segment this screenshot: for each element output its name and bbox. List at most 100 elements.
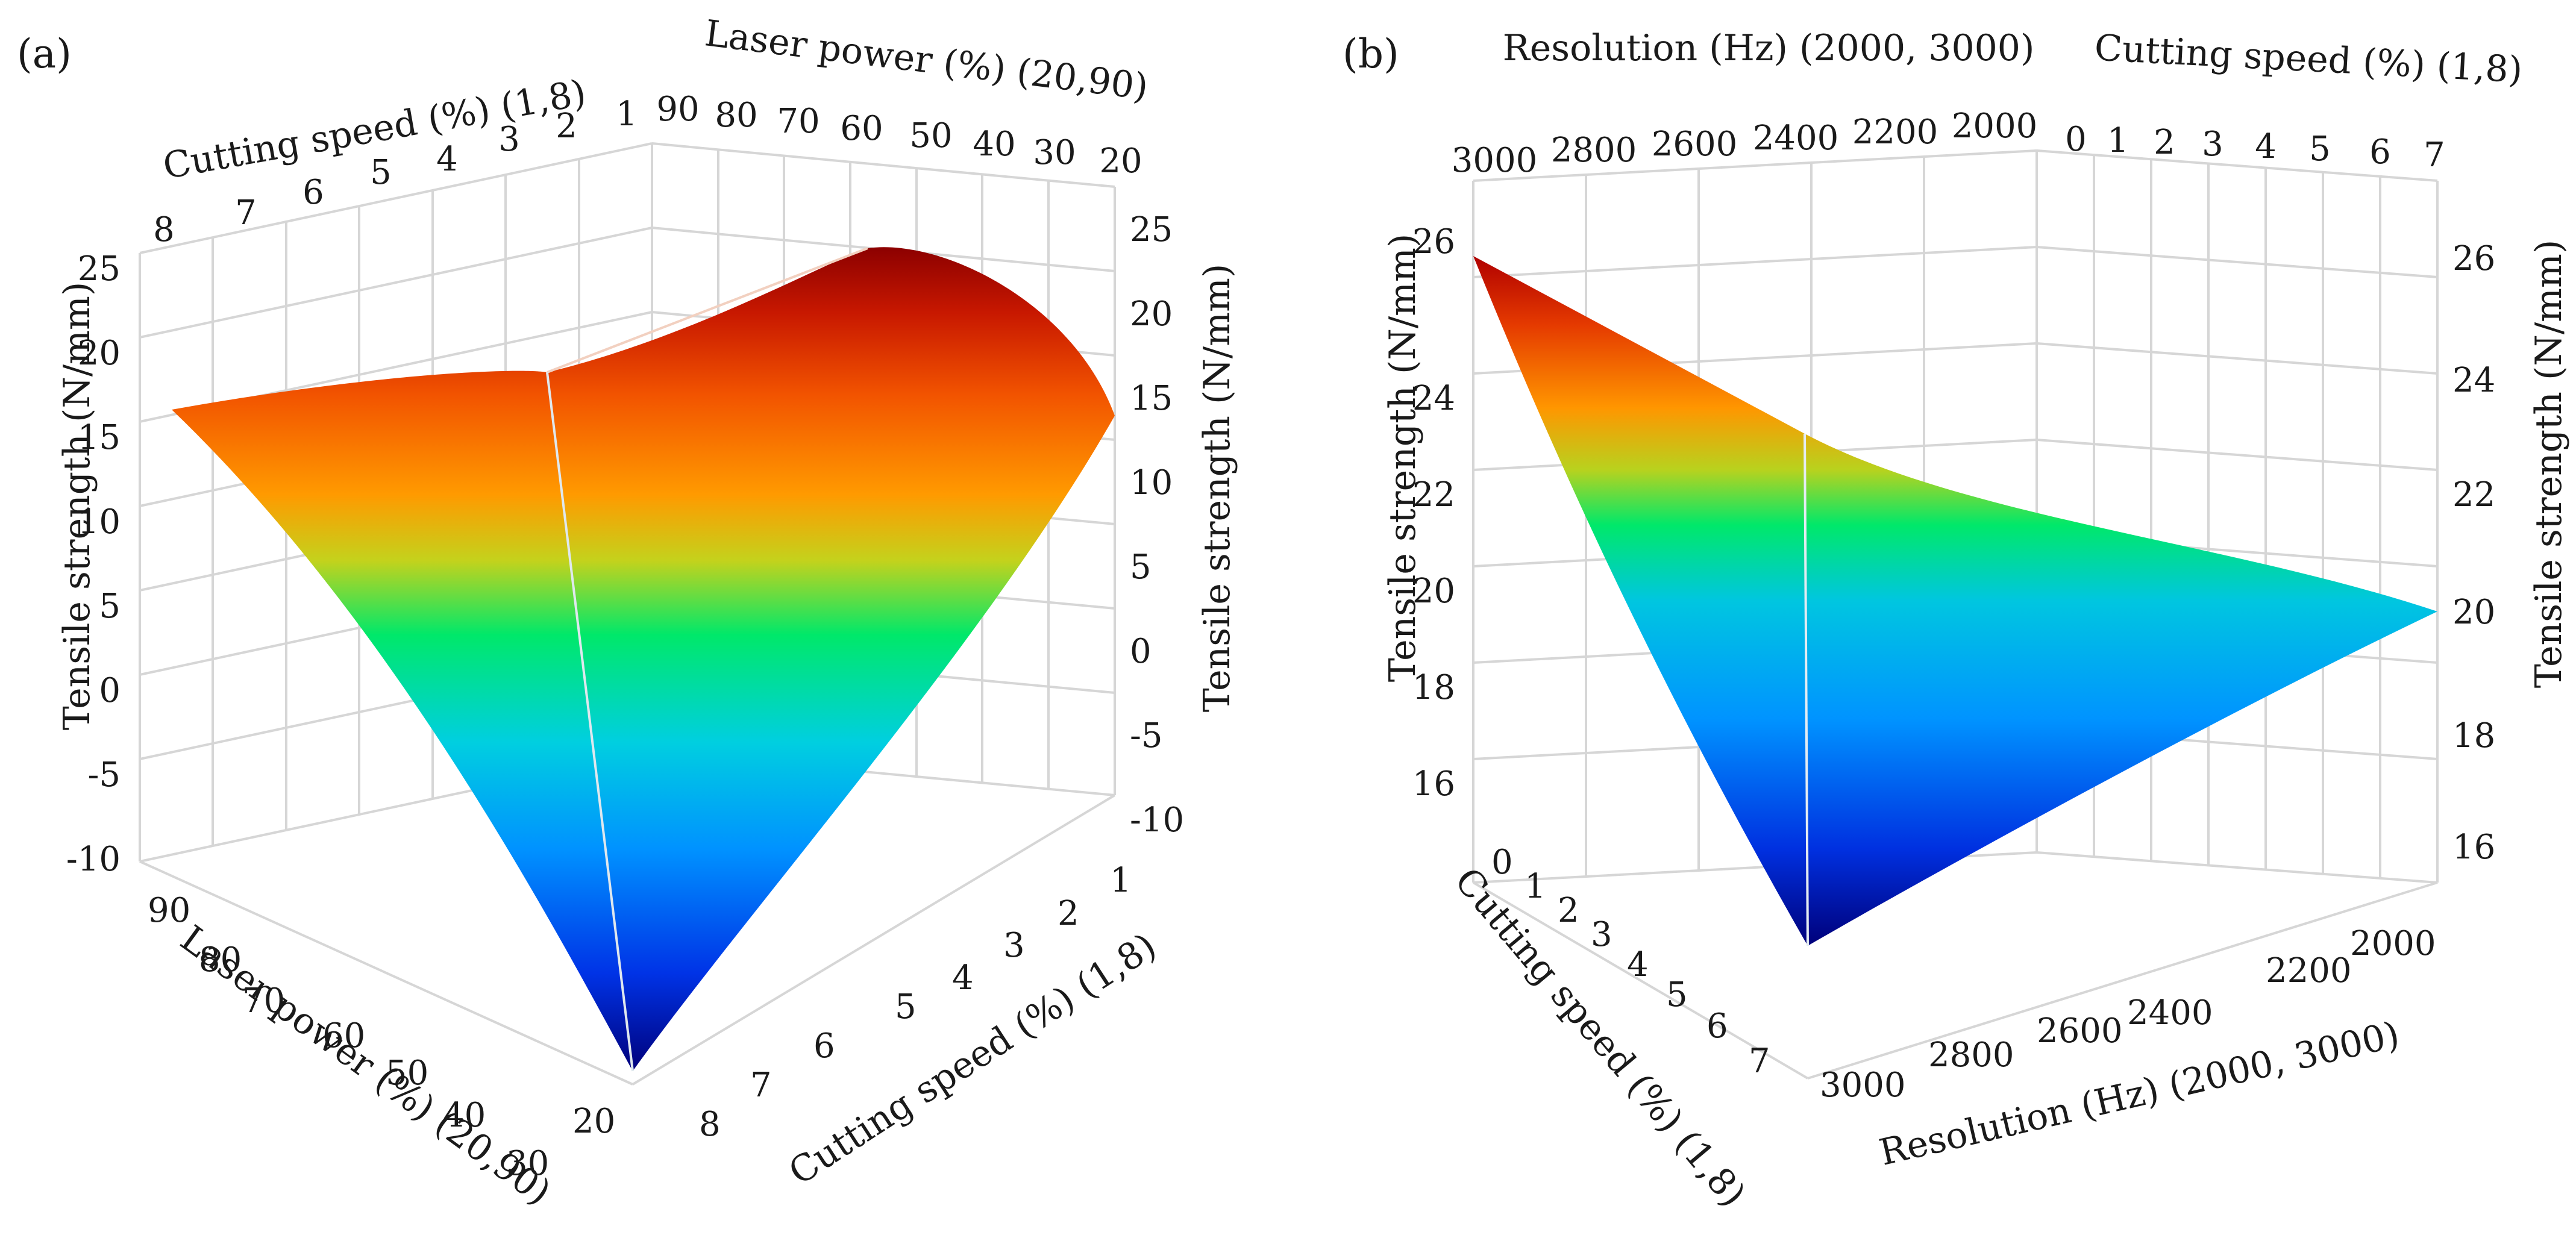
panel-a-by-tick: 2 <box>1058 894 1079 933</box>
panel-b-bx-tick: 2800 <box>1928 1036 2014 1075</box>
panel-b-by-tick: 6 <box>1706 1007 1728 1046</box>
panel-a-zr-tick: 15 <box>1130 379 1173 418</box>
panel-a-ty-tick: 7 <box>235 193 257 233</box>
panel-a-zr-tick: -5 <box>1130 716 1163 755</box>
panel-a: (a) <box>17 12 1238 1213</box>
panel-a-ridge-lines <box>546 247 868 1072</box>
panel-b-tx-tick: 3000 <box>1452 141 1538 180</box>
panel-b-tx-tick: 2200 <box>1852 113 1938 152</box>
panel-b-z-left-ticks: 16 18 20 22 24 26 <box>1412 222 1455 804</box>
panel-a-surface <box>172 247 1115 1071</box>
panel-b-zr-tick: 24 <box>2452 361 2495 400</box>
panel-b-tx-tick: 2400 <box>1753 119 1839 158</box>
panel-a-zl-tick: -10 <box>66 840 121 879</box>
panel-b-bx-tick: 2400 <box>2127 993 2213 1033</box>
panel-a-by-tick: 4 <box>952 958 974 998</box>
panel-b-by-tick: 7 <box>1749 1042 1770 1081</box>
panel-a-tx-tick: 50 <box>909 116 952 155</box>
panel-b-by-tick: 3 <box>1591 915 1612 954</box>
panel-b-ty-tick: 6 <box>2369 133 2391 172</box>
panel-b-ridge-line <box>1804 433 1809 946</box>
panel-a-tx-tick: 40 <box>973 125 1015 164</box>
panel-a-bx-tick: 80 <box>199 940 242 980</box>
panel-a-tx-tick: 60 <box>840 109 883 148</box>
panel-b-by-tick: 1 <box>1525 867 1546 906</box>
panel-a-z-left-ticks: -10 -5 0 5 10 15 20 25 <box>66 249 121 879</box>
panel-a-bx-tick: 50 <box>386 1054 428 1093</box>
panel-b-zr-tick: 16 <box>2452 828 2495 867</box>
panel-a-zl-tick: 10 <box>78 502 121 542</box>
panel-a-top-x-ticks: 90 80 70 60 50 40 30 20 <box>656 90 1142 181</box>
panel-a-by-tick: 8 <box>699 1105 721 1144</box>
panel-a-tx-tick: 80 <box>715 96 757 135</box>
panel-a-tx-tick: 70 <box>777 102 819 141</box>
panel-a-zr-tick: -10 <box>1130 801 1184 840</box>
panel-a-bx-tick: 20 <box>572 1102 615 1141</box>
panel-b-by-tick: 5 <box>1666 975 1688 1014</box>
panel-a-tx-tick: 90 <box>656 90 699 129</box>
panel-a-zr-tick: 25 <box>1130 210 1173 249</box>
panel-b-ty-tick: 3 <box>2202 125 2223 164</box>
panel-b-bx-tick: 2200 <box>2266 951 2352 990</box>
panel-b-ty-tick: 0 <box>2065 120 2087 159</box>
panel-b-z-label-right: Tensile strength (N/mm) <box>2528 240 2570 689</box>
panel-a-by-tick: 6 <box>813 1027 835 1066</box>
panel-a-zl-tick: 15 <box>78 418 121 457</box>
panel-a-top-x-label: Laser power (%) (20,90) <box>703 12 1150 108</box>
panel-a-bottom-x-ticks: 90 80 70 60 50 40 30 20 <box>148 891 615 1183</box>
panel-a-ty-tick: 2 <box>556 107 577 146</box>
panel-b-top-y-ticks: 0 1 2 3 4 5 6 7 <box>2065 120 2445 175</box>
panel-a-ty-tick: 1 <box>616 95 638 134</box>
panel-b-surface <box>1473 256 2437 946</box>
panel-a-zr-tick: 0 <box>1130 632 1152 671</box>
panel-b-ty-tick: 4 <box>2255 127 2277 166</box>
panel-a-tx-tick: 30 <box>1033 133 1076 172</box>
panel-a-zl-tick: 25 <box>78 249 121 289</box>
panel-a-ty-tick: 3 <box>498 120 520 159</box>
panel-b-zl-tick: 26 <box>1412 222 1455 261</box>
panel-a-ty-tick: 5 <box>370 153 392 192</box>
panel-b-zl-tick: 16 <box>1412 764 1455 804</box>
panel-a-ty-tick: 6 <box>302 173 324 212</box>
panel-b-zr-tick: 26 <box>2452 239 2495 278</box>
panel-b-bottom-y-ticks: 0 1 2 3 4 5 6 7 <box>1491 843 1770 1081</box>
panel-b-tag: (b) <box>1343 31 1399 77</box>
panel-b-ty-tick: 5 <box>2309 130 2331 169</box>
panel-a-z-label-right: Tensile strength (N/mm) <box>1196 264 1238 713</box>
panel-b-ty-tick: 2 <box>2154 123 2175 162</box>
panel-a-zl-tick: 0 <box>99 671 121 710</box>
panel-b-bottom-x-ticks: 3000 2800 2600 2400 2200 2000 <box>1820 924 2436 1105</box>
panel-a-ty-tick: 8 <box>153 210 175 249</box>
panel-a-zl-tick: -5 <box>87 755 121 795</box>
panel-b-bx-tick: 3000 <box>1820 1066 1906 1105</box>
panel-b-zr-tick: 22 <box>2452 475 2495 514</box>
panel-b-bx-tick: 2000 <box>2350 924 2436 963</box>
panel-b-zl-tick: 24 <box>1412 379 1455 418</box>
panel-a-by-tick: 5 <box>895 987 917 1027</box>
panel-a-zr-tick: 10 <box>1130 463 1173 502</box>
panel-a-tag: (a) <box>17 31 72 77</box>
panel-a-ty-tick: 4 <box>436 140 458 179</box>
panel-b-by-tick: 4 <box>1627 945 1649 984</box>
panel-b-z-label-left: Tensile strength (N/mm) <box>1382 234 1424 683</box>
panel-a-bx-tick: 70 <box>242 981 285 1021</box>
panel-a-by-tick: 1 <box>1110 861 1132 900</box>
panel-b-tx-tick: 2800 <box>1551 131 1637 170</box>
panel-b-top-x-label: Resolution (Hz) (2000, 3000) <box>1503 27 2035 69</box>
panel-b-tx-tick: 2600 <box>1652 125 1738 164</box>
panel-b-zr-tick: 20 <box>2452 593 2495 632</box>
panel-b-zr-tick: 18 <box>2452 716 2495 755</box>
panel-a-bx-tick: 60 <box>322 1016 365 1055</box>
panel-a-bx-tick: 40 <box>443 1096 486 1135</box>
panel-a-zr-tick: 20 <box>1130 295 1173 334</box>
panel-b-zl-tick: 18 <box>1412 668 1455 707</box>
panel-a-top-y-ticks: 8 7 6 5 4 3 2 1 <box>153 95 638 249</box>
panel-b-top-x-ticks: 3000 2800 2600 2400 2200 2000 <box>1452 107 2038 180</box>
panel-a-bottom-y-ticks: 8 7 6 5 4 3 2 1 <box>699 861 1132 1144</box>
panel-a-z-label-left: Tensile strength (N/mm) <box>56 282 98 731</box>
panel-b-by-tick: 2 <box>1558 891 1579 930</box>
panel-b-zl-tick: 20 <box>1412 572 1455 611</box>
panel-a-zr-tick: 5 <box>1130 548 1152 587</box>
